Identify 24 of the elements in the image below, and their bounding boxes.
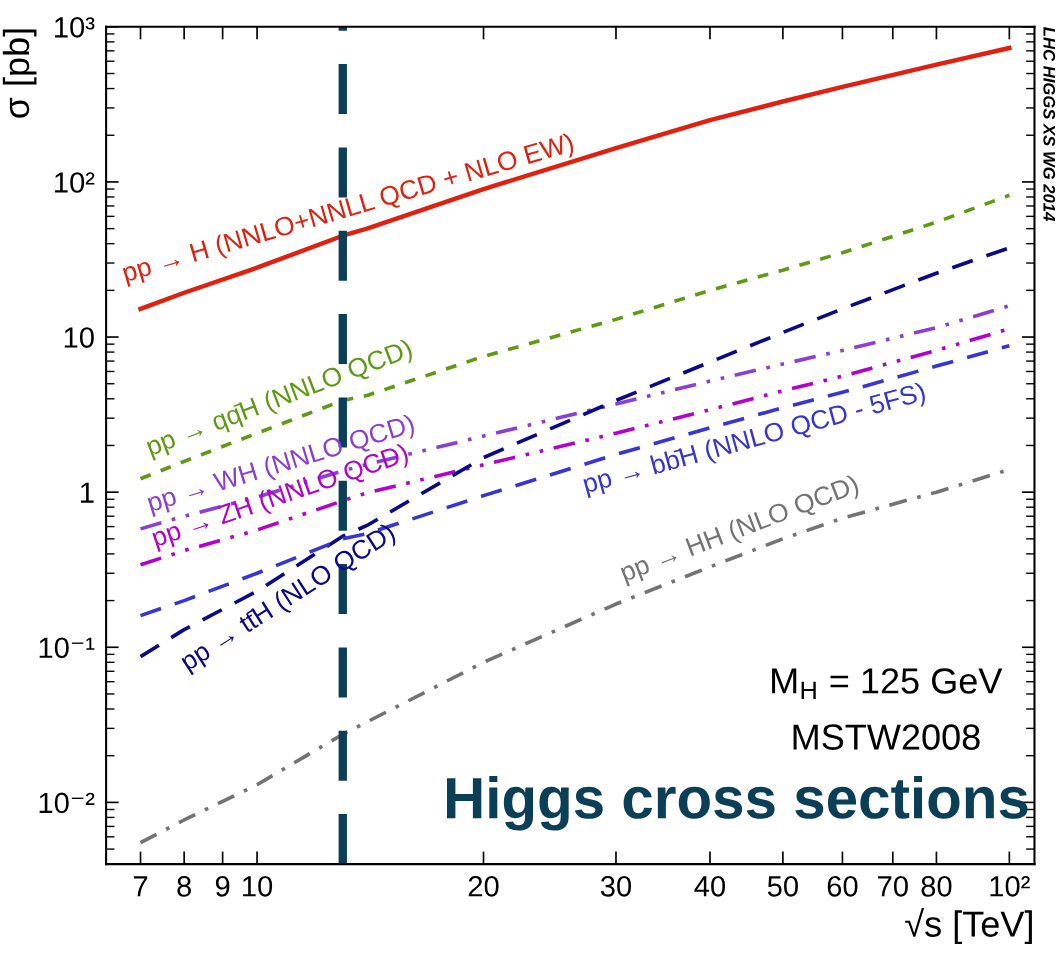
y-tick-label: 10⁻² xyxy=(39,792,95,814)
x-tick-label: 10² xyxy=(990,876,1030,897)
y-tick-label: 10 xyxy=(64,327,94,348)
x-tick-label: 40 xyxy=(694,876,726,897)
y-tick-label: 1 xyxy=(80,482,94,503)
x-tick-label: 50 xyxy=(767,876,798,897)
y-axis-title: σ [pb] xyxy=(2,29,37,118)
y-tick-label: 10³ xyxy=(55,17,95,38)
x-tick-label: 80 xyxy=(921,876,952,897)
x-tick-label: 60 xyxy=(827,876,858,897)
y-tick-label: 10⁻¹ xyxy=(39,637,95,659)
x-tick-label: 7 xyxy=(133,876,148,897)
x-tick-label: 8 xyxy=(177,876,191,897)
x-tick-label: 30 xyxy=(600,876,632,897)
x-tick-label: 10 xyxy=(243,876,273,897)
text: LHC HIGGS XS WG 2014 xyxy=(1043,27,1056,222)
x-tick-label: 70 xyxy=(878,876,908,897)
x-tick-label: 20 xyxy=(468,876,499,897)
x-axis-title: √s [TeV] xyxy=(905,907,1032,945)
x-tick-label: 9 xyxy=(215,876,230,897)
text: Higgs cross sections xyxy=(447,775,1028,831)
y-tick-label: 10² xyxy=(55,172,95,193)
annotation: M$_{H}$ = 125 GeV xyxy=(772,668,1003,700)
annotation: MSTW2008 xyxy=(793,724,980,750)
